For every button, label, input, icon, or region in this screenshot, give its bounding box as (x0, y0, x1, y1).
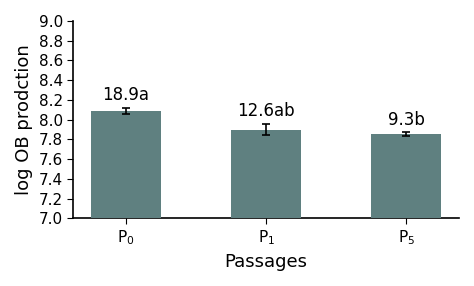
Text: 18.9a: 18.9a (102, 86, 149, 104)
Text: 9.3b: 9.3b (388, 111, 425, 128)
Bar (371, 134, 441, 286)
Y-axis label: log OB prodction: log OB prodction (15, 44, 33, 195)
Bar (231, 130, 301, 286)
X-axis label: Passages: Passages (225, 253, 308, 271)
Text: 12.6ab: 12.6ab (237, 102, 295, 120)
Bar (91, 111, 161, 286)
